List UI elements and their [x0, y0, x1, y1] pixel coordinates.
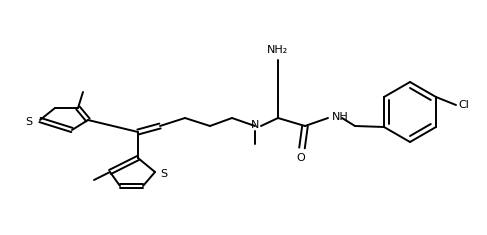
Text: N: N [251, 120, 259, 130]
Text: S: S [25, 117, 32, 127]
Text: Cl: Cl [459, 100, 469, 110]
Text: NH₂: NH₂ [267, 45, 289, 55]
Text: O: O [297, 153, 305, 163]
Text: NH: NH [332, 112, 349, 122]
Text: S: S [160, 169, 168, 179]
